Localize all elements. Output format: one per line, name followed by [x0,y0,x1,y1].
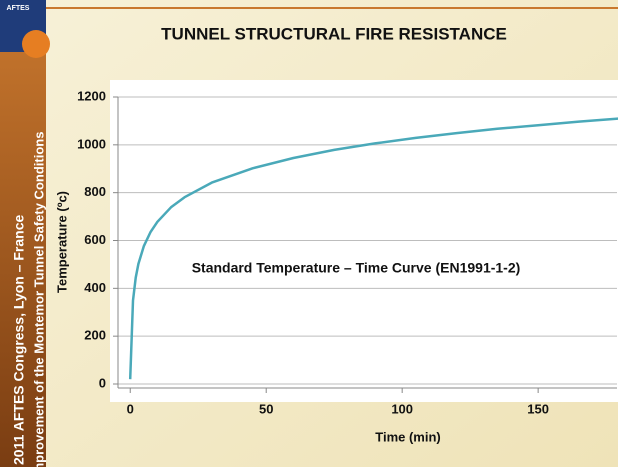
y-tick-label: 800 [84,184,106,199]
y-tick-label: 0 [99,375,106,390]
y-axis-label: Temperature (ºc) [54,191,69,293]
x-axis-label: Time (min) [375,429,441,444]
y-tick-label: 1000 [77,136,106,151]
x-tick-label: 0 [127,401,134,416]
y-tick-label: 1200 [77,88,106,103]
side-text: 2011 AFTES Congress, Lyon – France [11,215,27,465]
series-line [128,117,618,380]
logo-circle [22,30,50,58]
side-bar [0,0,46,467]
y-tick-label: 400 [84,280,106,295]
chart-title: TUNNEL STRUCTURAL FIRE RESISTANCE [161,24,507,43]
x-tick-label: 100 [391,401,413,416]
annotation: Standard Temperature – Time Curve (EN199… [192,260,521,276]
x-tick-label: 150 [527,401,549,416]
side-text: Improvement of the Montemor Tunnel Safet… [31,132,46,467]
y-tick-label: 200 [84,328,106,343]
logo-text: AFTES [7,5,30,12]
y-tick-label: 600 [84,232,106,247]
x-tick-label: 50 [259,401,273,416]
